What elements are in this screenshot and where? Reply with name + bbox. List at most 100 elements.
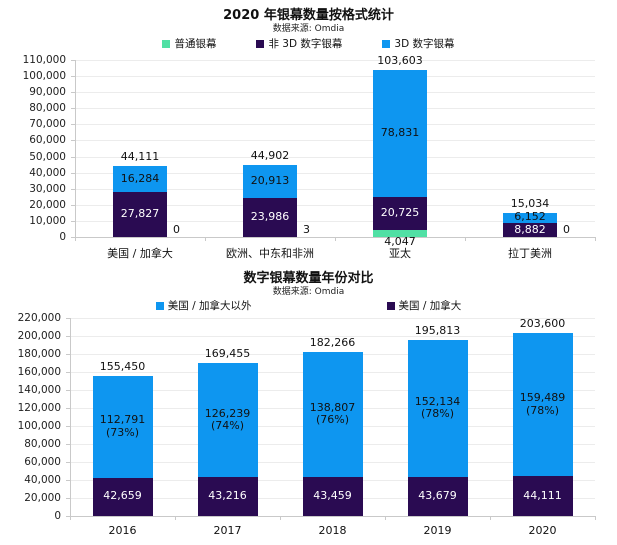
legend-label: 美国 / 加拿大 — [398, 300, 462, 312]
bar-segment-label: 27,827 — [120, 207, 160, 221]
gridline — [75, 220, 595, 222]
gridline — [75, 172, 595, 174]
legend-item: 美国 / 加拿大 — [386, 298, 462, 313]
chart-digital-screens-by-year: 数字银幕数量年份对比 数据来源: Omdia 美国 / 加拿大以外 美国 / 加拿… — [0, 262, 617, 545]
bar-segment-label: 3 — [303, 223, 310, 236]
gridline — [70, 336, 595, 337]
bar-segment: 43,679 — [407, 476, 468, 516]
y-axis-tick — [71, 92, 75, 94]
chart-source: 数据来源: Omdia — [272, 287, 345, 297]
y-axis-line — [70, 318, 71, 516]
bar-segment: 43,216 — [197, 477, 258, 516]
legend-item: 3D 数字银幕 — [382, 36, 455, 51]
x-axis-label: 2020 — [528, 524, 557, 537]
bar-segment-label: 44,111 — [523, 488, 562, 502]
y-axis-tick — [71, 188, 75, 190]
gridline — [75, 76, 595, 78]
bar-segment: 112,791 (73%) — [92, 376, 153, 478]
legend-item: 美国 / 加拿大以外 — [155, 298, 252, 313]
gridline — [75, 156, 595, 158]
bar-segment-label: 43,679 — [418, 489, 457, 503]
gridline — [75, 92, 595, 94]
y-axis-label: 160,000 — [17, 366, 61, 378]
x-axis-tick — [70, 516, 71, 520]
bar-total-label: 155,450 — [99, 360, 146, 374]
y-axis-label: 80,000 — [29, 102, 66, 115]
bar-segment: 42,659 — [92, 477, 153, 516]
gridline — [75, 188, 595, 190]
y-axis-tick — [71, 237, 75, 238]
bar-total-label: 182,266 — [309, 335, 356, 349]
y-axis-label: 220,000 — [17, 312, 61, 324]
y-axis-label: 200,000 — [17, 330, 61, 342]
y-axis-label: 40,000 — [29, 166, 66, 179]
bar-segment — [373, 230, 427, 237]
y-axis-label: 140,000 — [17, 384, 61, 396]
bar-segment-label: 20,913 — [250, 174, 290, 188]
chart-title: 数字银幕数量年份对比 — [243, 271, 374, 286]
bar-segment-label: 0 — [563, 223, 570, 236]
y-axis-tick — [71, 108, 75, 110]
y-axis-label: 90,000 — [29, 86, 66, 99]
y-axis-tick — [66, 498, 70, 499]
gridline — [75, 140, 595, 142]
x-axis-tick — [595, 237, 596, 241]
y-axis-tick — [71, 76, 75, 78]
gridline — [70, 318, 595, 319]
bar-total-label: 44,902 — [250, 148, 290, 162]
y-axis-label: 60,000 — [24, 456, 61, 468]
x-axis-label: 2017 — [213, 524, 242, 537]
bar-total-label: 169,455 — [204, 347, 251, 361]
y-axis-tick — [71, 140, 75, 142]
y-axis-tick — [71, 156, 75, 158]
bar-segment: 27,827 — [113, 192, 167, 237]
x-axis-line — [70, 516, 595, 517]
y-axis-tick — [71, 124, 75, 126]
bar-segment-label: 126,239 (74%) — [204, 406, 251, 433]
legend-swatch-icon — [162, 39, 171, 48]
x-axis-label: 拉丁美洲 — [508, 247, 552, 260]
gridline — [75, 108, 595, 110]
bar-segment-label: 43,459 — [313, 489, 352, 503]
bar-segment: 6,152 — [503, 211, 557, 223]
y-axis-tick — [66, 426, 70, 427]
bar-segment: 20,913 — [243, 164, 297, 199]
bar-segment: 126,239 (74%) — [197, 363, 258, 478]
y-axis-label: 100,000 — [22, 70, 66, 83]
y-axis-tick — [66, 372, 70, 373]
chart-title: 2020 年银幕数量按格式统计 — [223, 8, 394, 23]
y-axis-label: 20,000 — [29, 198, 66, 211]
bar-segment-label: 16,284 — [120, 171, 160, 185]
x-axis-tick — [490, 516, 491, 520]
x-axis-label: 2018 — [318, 524, 347, 537]
y-axis-label: 40,000 — [24, 474, 61, 486]
bar-segment: 43,459 — [302, 476, 363, 516]
legend-swatch-icon — [256, 39, 265, 48]
y-axis-tick — [71, 204, 75, 206]
y-axis-label: 10,000 — [29, 214, 66, 227]
chart-screens-by-format: 2020 年银幕数量按格式统计 数据来源: Omdia 普通银幕 非 3D 数字银… — [0, 0, 617, 262]
y-axis-label: 120,000 — [17, 402, 61, 414]
y-axis-tick — [66, 516, 70, 517]
bar-total-label: 203,600 — [519, 316, 566, 330]
x-axis-tick — [335, 237, 336, 241]
bar-total-label: 195,813 — [414, 323, 461, 337]
bar-segment: 159,489 (78%) — [512, 332, 573, 477]
bar-segment-label: 0 — [173, 223, 180, 236]
bar-segment-label: 138,807 (76%) — [309, 400, 356, 427]
legend-item: 普通银幕 — [162, 36, 216, 51]
bar-total-label: 15,034 — [510, 196, 550, 210]
y-axis-label: 70,000 — [29, 118, 66, 131]
bar-segment-label: 152,134 (78%) — [414, 394, 461, 421]
y-axis-label: 80,000 — [24, 438, 61, 450]
y-axis-tick — [66, 462, 70, 463]
y-axis-label: 20,000 — [24, 492, 61, 504]
x-axis-tick — [280, 516, 281, 520]
legend-item: 非 3D 数字银幕 — [256, 36, 342, 51]
x-axis-tick — [75, 237, 76, 241]
bar-segment-label: 78,831 — [380, 126, 420, 140]
y-axis-tick — [66, 354, 70, 355]
bar-segment: 78,831 — [373, 70, 427, 198]
chart-legend: 美国 / 加拿大以外 美国 / 加拿大 — [0, 298, 617, 313]
